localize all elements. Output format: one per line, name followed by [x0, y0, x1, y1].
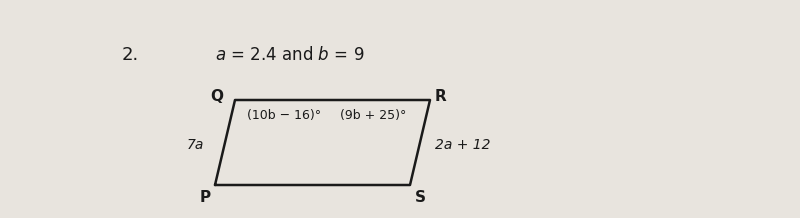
Text: 2.: 2. [122, 46, 138, 64]
Text: S: S [414, 189, 426, 204]
Text: P: P [199, 189, 210, 204]
Text: 7a: 7a [186, 138, 204, 152]
Text: R: R [434, 89, 446, 104]
Text: 2a + 12: 2a + 12 [435, 138, 490, 152]
Text: $a$ = 2.4 and $b$ = 9: $a$ = 2.4 and $b$ = 9 [215, 46, 364, 64]
Text: Q: Q [210, 89, 223, 104]
Text: (10b − 16)°: (10b − 16)° [247, 109, 321, 121]
Text: (9b + 25)°: (9b + 25)° [340, 109, 406, 121]
